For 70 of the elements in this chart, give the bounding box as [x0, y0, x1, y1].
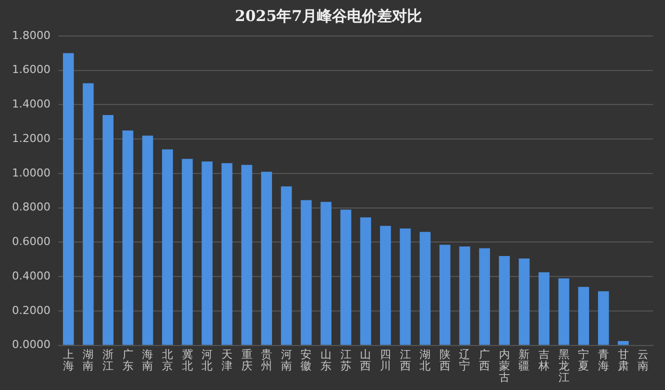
y-tick-label: 1.2000: [12, 132, 50, 145]
bar: [538, 272, 550, 345]
x-tick-label: 安徽: [300, 348, 312, 373]
x-tick-label: 广东: [122, 348, 134, 373]
bar: [618, 341, 629, 345]
x-tick-label: 贵州: [261, 348, 272, 373]
x-tick-label: 内蒙古: [498, 348, 510, 384]
chart-title: 2025年7月峰谷电价差对比: [234, 6, 422, 25]
bar: [360, 217, 372, 345]
x-tick-label: 北京: [162, 348, 173, 373]
x-tick-label: 新疆: [518, 348, 530, 373]
bar: [102, 115, 114, 345]
y-tick-label: 0.2000: [12, 304, 50, 317]
bar: [241, 164, 252, 345]
bar: [400, 228, 411, 345]
bar: [62, 53, 74, 345]
bar: [439, 244, 450, 345]
bar: [300, 200, 312, 345]
bar: [202, 161, 213, 345]
bar: [498, 256, 510, 345]
y-tick-label: 0.4000: [12, 269, 50, 282]
x-tick-label: 河南: [280, 348, 292, 373]
bar: [459, 246, 470, 345]
x-tick-label: 宁夏: [578, 348, 590, 373]
y-tick-label: 0.0000: [12, 338, 50, 352]
y-tick-label: 1.4000: [12, 98, 50, 111]
x-tick-label: 浙江: [102, 348, 114, 373]
y-tick-label: 1.6000: [12, 63, 50, 76]
bar: [142, 136, 154, 345]
x-tick-label: 四川: [380, 348, 391, 373]
x-tick-label: 广西: [479, 348, 490, 373]
x-tick-label: 云南: [638, 348, 649, 373]
bar: [162, 149, 173, 345]
x-tick-label: 黑龙江: [558, 348, 570, 384]
bar: [420, 232, 431, 345]
bar: [182, 158, 193, 345]
y-tick-label: 0.8000: [12, 200, 50, 214]
x-tick-label: 天津: [221, 348, 232, 373]
bar: [82, 83, 94, 345]
x-tick-label: 山西: [360, 348, 372, 373]
bar: [261, 172, 272, 345]
bar: [558, 278, 570, 345]
x-tick-label: 重庆: [241, 348, 252, 373]
bar: [380, 226, 391, 345]
y-tick-label: 1.0000: [12, 166, 50, 180]
x-tick-label: 山东: [320, 348, 332, 373]
bar: [518, 258, 530, 345]
bar: [598, 291, 609, 345]
bar: [479, 248, 490, 345]
x-tick-label: 河北: [202, 348, 213, 373]
x-tick-label: 青海: [598, 348, 609, 373]
x-tick-label: 辽宁: [459, 348, 470, 373]
x-tick-label: 上海: [62, 348, 74, 373]
x-tick-label: 陕西: [439, 348, 450, 373]
bar: [122, 130, 134, 345]
bar: [578, 286, 590, 345]
x-tick-label: 江西: [400, 348, 411, 373]
x-tick-label: 甘肃: [618, 348, 629, 373]
bar: [221, 163, 232, 345]
x-tick-label: 海南: [142, 348, 154, 373]
bar: [340, 210, 352, 345]
y-tick-label: 0.6000: [12, 235, 50, 248]
x-tick-label: 江苏: [340, 348, 352, 373]
bar: [280, 186, 292, 345]
x-tick-label: 湖北: [420, 348, 431, 373]
x-tick-label: 吉林: [538, 348, 550, 373]
x-tick-label: 冀北: [182, 348, 193, 373]
y-tick-label: 1.8000: [12, 28, 50, 42]
x-tick-label: 湖南: [82, 348, 94, 373]
bar: [320, 202, 332, 345]
